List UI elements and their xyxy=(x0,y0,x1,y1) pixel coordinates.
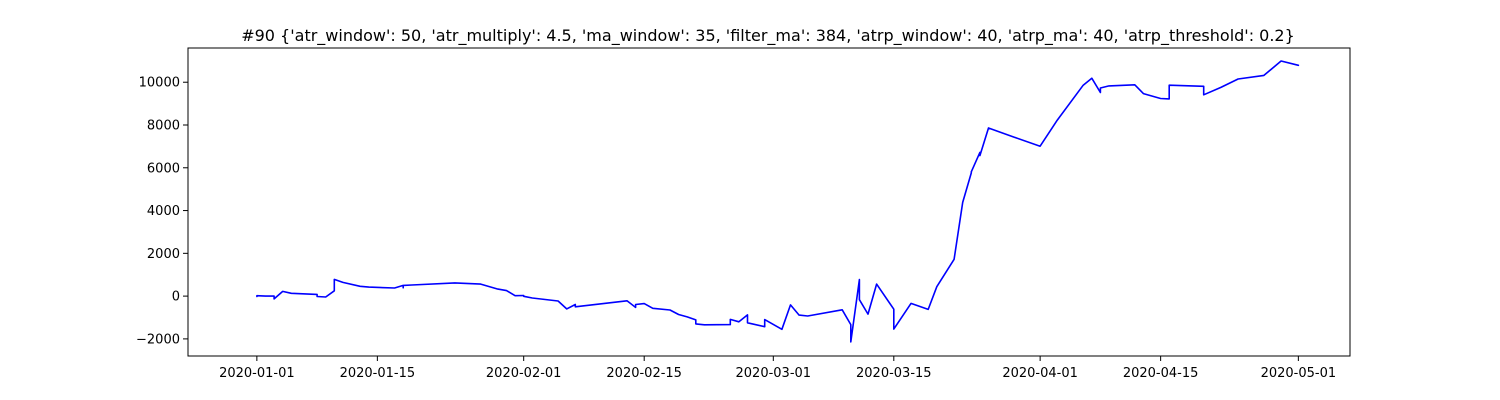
x-tick-label: 2020-03-15 xyxy=(856,366,932,381)
y-tick-label: 4000 xyxy=(147,204,180,219)
x-tick-label: 2020-01-15 xyxy=(340,366,416,381)
y-tick-label: 0 xyxy=(172,290,180,305)
x-tick-label: 2020-04-15 xyxy=(1123,366,1199,381)
y-tick-label: 2000 xyxy=(147,247,180,262)
x-axis: 2020-01-01 2020-01-15 2020-02-01 2020-02-15… xyxy=(219,356,1336,381)
chart-title: #90 {'atr_window': 50, 'atr_multiply': 4… xyxy=(241,26,1295,46)
series-layer xyxy=(256,60,1300,343)
y-tick-label: 6000 xyxy=(147,161,180,176)
x-tick-label: 2020-03-01 xyxy=(736,366,812,381)
y-tick-label: −2000 xyxy=(136,332,180,347)
y-tick-label: 8000 xyxy=(147,119,180,134)
x-tick-label: 2020-04-01 xyxy=(1002,366,1078,381)
series-line-0 xyxy=(256,60,1300,343)
x-tick-label: 2020-02-15 xyxy=(606,366,682,381)
x-tick-label: 2020-05-01 xyxy=(1261,366,1337,381)
x-tick-label: 2020-02-01 xyxy=(486,366,562,381)
y-axis: −2000 0 2000 4000 6000 8000 10000 xyxy=(136,76,188,347)
x-tick-label: 2020-01-01 xyxy=(219,366,295,381)
y-tick-label: 10000 xyxy=(139,76,180,91)
plot-area-frame xyxy=(187,47,1351,357)
